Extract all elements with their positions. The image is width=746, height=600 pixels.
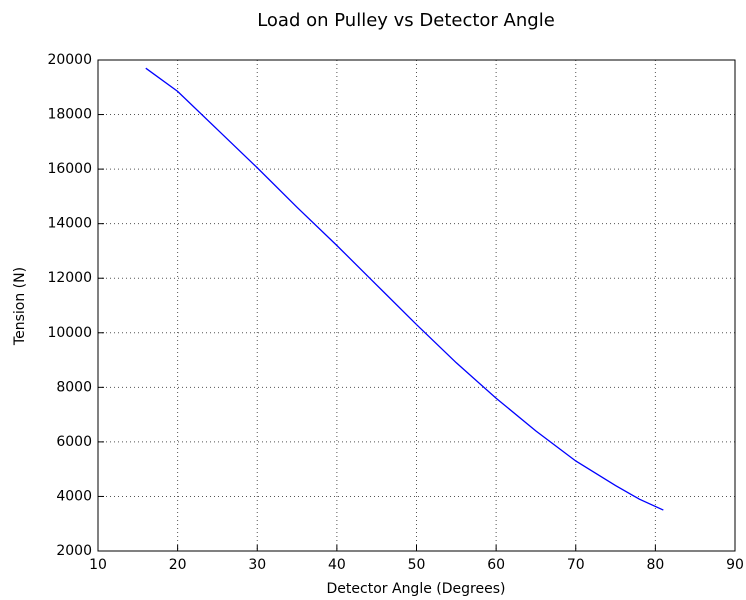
- y-axis-label: Tension (N): [12, 267, 28, 346]
- x-tick-label: 60: [487, 557, 505, 573]
- data-line: [145, 67, 664, 511]
- y-tick-label: 2000: [56, 543, 92, 559]
- x-axis-label: Detector Angle (Degrees): [327, 581, 506, 597]
- x-tick-label: 20: [169, 557, 187, 573]
- y-tick-label: 6000: [56, 434, 92, 450]
- y-tick-label: 20000: [47, 52, 92, 68]
- y-tick-label: 18000: [47, 107, 92, 123]
- x-tick-label: 90: [726, 557, 744, 573]
- x-tick-label: 50: [408, 557, 426, 573]
- y-tick-label: 16000: [47, 161, 92, 177]
- y-tick-label: 14000: [47, 216, 92, 232]
- y-tick-label: 8000: [56, 379, 92, 395]
- chart-title: Load on Pulley vs Detector Angle: [257, 10, 555, 31]
- x-tick-label: 40: [328, 557, 346, 573]
- x-tick-label: 30: [248, 557, 266, 573]
- y-tick-label: 4000: [56, 488, 92, 504]
- plot-frame: [97, 59, 736, 552]
- y-tick-label: 12000: [47, 270, 92, 286]
- x-tick-label: 70: [567, 557, 585, 573]
- y-tick-label: 10000: [47, 325, 92, 341]
- x-tick-label: 10: [89, 557, 107, 573]
- x-tick-label: 80: [646, 557, 664, 573]
